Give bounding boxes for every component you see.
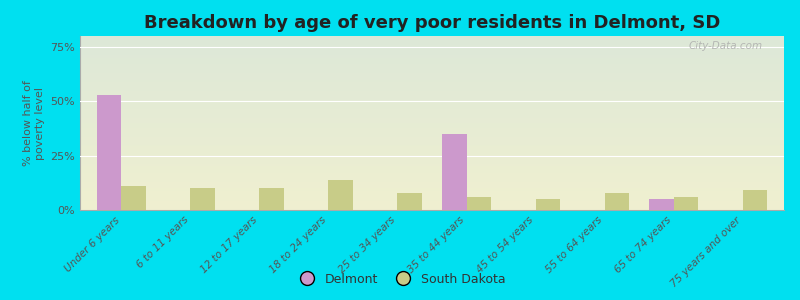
Bar xyxy=(605,193,629,210)
Bar xyxy=(742,190,766,210)
Title: Breakdown by age of very poor residents in Delmont, SD: Breakdown by age of very poor residents … xyxy=(144,14,720,32)
Text: City-Data.com: City-Data.com xyxy=(689,41,763,51)
Y-axis label: % below half of
poverty level: % below half of poverty level xyxy=(23,80,45,166)
Bar xyxy=(329,179,353,210)
Bar xyxy=(442,134,466,210)
Bar xyxy=(398,193,422,210)
Legend: Delmont, South Dakota: Delmont, South Dakota xyxy=(290,268,510,291)
Bar xyxy=(122,186,146,210)
Bar xyxy=(190,188,214,210)
Bar xyxy=(466,197,490,210)
Bar xyxy=(674,197,698,210)
Bar xyxy=(650,199,674,210)
Bar xyxy=(98,95,122,210)
Bar xyxy=(259,188,284,210)
Bar xyxy=(535,199,560,210)
